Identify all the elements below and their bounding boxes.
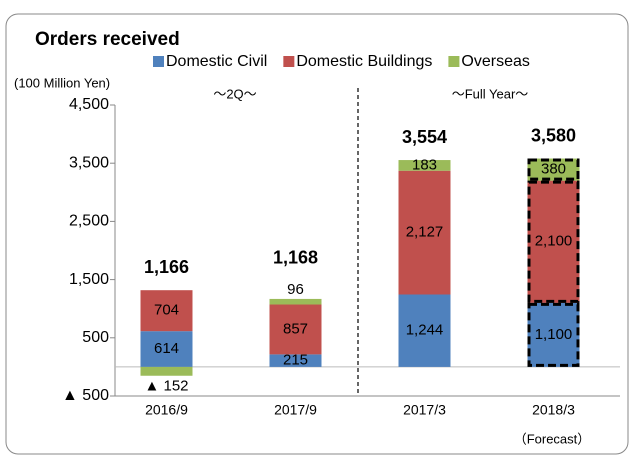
chart-title: Orders received — [35, 29, 180, 50]
bar-segment — [527, 180, 580, 303]
legend-swatch — [448, 56, 460, 67]
frame — [5, 13, 629, 455]
total-label: 3,554 — [402, 127, 447, 147]
legend-swatch — [283, 56, 295, 67]
data-label: 2,100 — [535, 233, 573, 250]
legend-swatch — [153, 56, 164, 67]
bar-segment — [140, 331, 193, 367]
total-label: 1,168 — [273, 248, 318, 268]
forecast-outline — [527, 158, 580, 181]
data-label: 215 — [283, 352, 308, 369]
forecast-outline — [527, 302, 580, 367]
bar-segment — [269, 298, 322, 305]
data-label: 704 — [154, 302, 179, 319]
data-label: 183 — [412, 156, 437, 173]
annotation: （Forecast） — [514, 431, 591, 446]
data-label: 614 — [154, 340, 179, 357]
y-tick-label: 2,500 — [69, 213, 109, 230]
legend-label: Overseas — [461, 53, 529, 70]
y-tick-label: ▲ 500 — [62, 387, 109, 404]
annotation: ～2Q～ — [213, 86, 256, 101]
data-label: 2,127 — [406, 224, 444, 241]
bar-segment — [527, 302, 580, 367]
total-label: 3,580 — [531, 125, 576, 145]
data-label: 1,100 — [535, 326, 573, 343]
unit-label: (100 Million Yen) — [14, 75, 110, 90]
annotation: ～Full Year～ — [452, 86, 529, 101]
bar-segment — [140, 366, 193, 376]
y-tick-label: 4,500 — [69, 96, 109, 113]
y-tick-label: 1,500 — [69, 271, 109, 288]
bar-segment — [398, 160, 451, 171]
x-tick-label: 2018/3 — [532, 402, 575, 418]
bar-segment — [398, 170, 451, 295]
legend-label: Domestic Buildings — [296, 53, 432, 70]
bar-segment — [398, 294, 451, 367]
data-label: ▲ 152 — [144, 378, 188, 395]
x-tick-label: 2016/9 — [145, 402, 188, 418]
data-label: 1,244 — [406, 322, 444, 339]
bar-segment — [140, 290, 193, 332]
y-tick-label: 3,500 — [69, 154, 109, 171]
total-label: 1,166 — [144, 257, 189, 277]
legend-label: Domestic Civil — [166, 53, 267, 70]
data-label: 96 — [287, 281, 304, 298]
data-label: 380 — [541, 161, 566, 178]
bar-segment — [269, 304, 322, 355]
x-tick-label: 2017/3 — [403, 402, 446, 418]
y-tick-label: 500 — [82, 329, 109, 346]
data-label: 857 — [283, 320, 308, 337]
bar-segment — [269, 354, 322, 367]
forecast-outline — [527, 180, 580, 303]
x-tick-label: 2017/9 — [274, 402, 317, 418]
bar-segment — [527, 158, 580, 181]
